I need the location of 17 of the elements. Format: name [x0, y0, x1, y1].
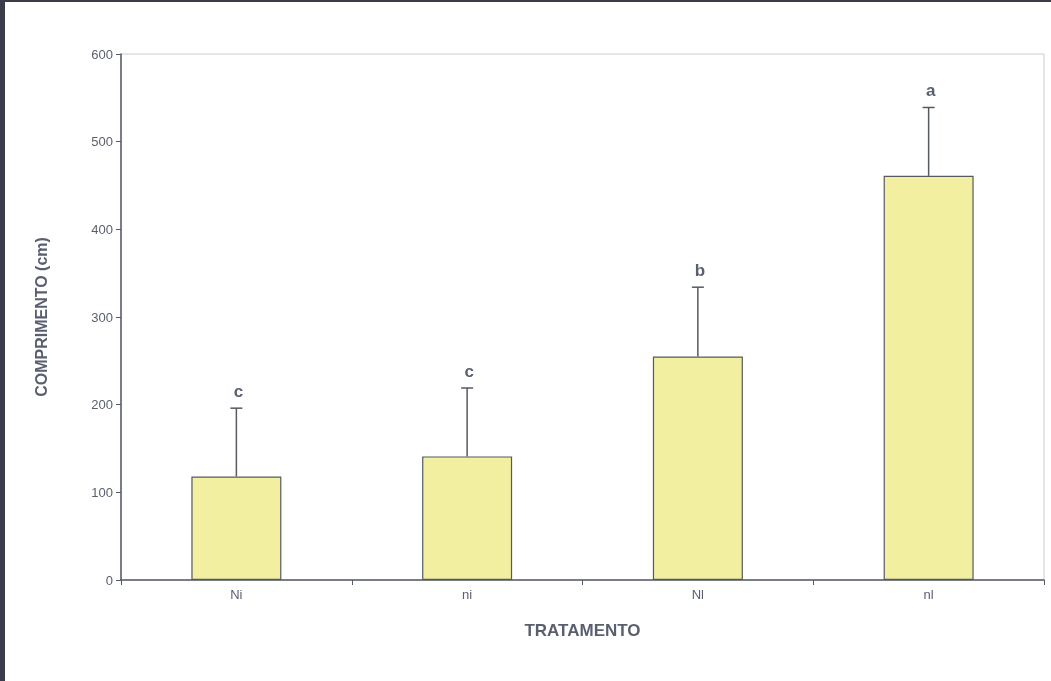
y-tick-label: 200 [91, 397, 113, 413]
annotation: a [925, 81, 936, 101]
x-tick-label: nl [923, 587, 934, 602]
y-tick-label: 0 [105, 572, 113, 588]
x-tick-label: ni [462, 587, 473, 602]
annotation: c [233, 382, 244, 402]
y-tick-label: 100 [91, 484, 113, 500]
y-tick-label: 500 [91, 134, 113, 150]
y-tick-label: 600 [91, 46, 113, 62]
x-axis-title: TRATAMENTO [524, 621, 641, 640]
y-axis-title: COMPRIMENTO (cm) [32, 237, 50, 397]
annotation: c [464, 362, 474, 382]
y-tick-label: 400 [91, 221, 113, 237]
y-tick-label: 300 [91, 309, 113, 325]
x-tick-label: Ni [230, 587, 243, 602]
x-tick-label: Nl [691, 587, 705, 602]
annotation: b [694, 261, 706, 281]
